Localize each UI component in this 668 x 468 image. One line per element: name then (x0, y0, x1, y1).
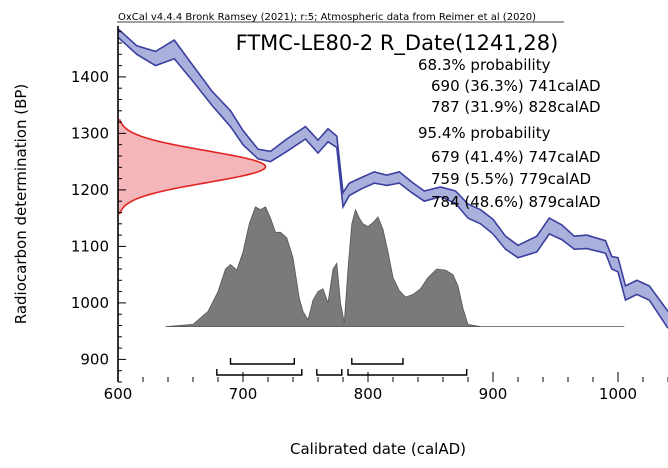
x-tick-label: 600 (104, 385, 133, 403)
p68-bracket-2 (351, 358, 404, 365)
chart-title: FTMC-LE80-2 R_Date(1241,28) (236, 31, 559, 56)
p95-bracket-2 (316, 369, 343, 376)
x-tick-label: 700 (229, 385, 258, 403)
calibration-curve-lower (117, 36, 668, 329)
y-tick-label: 900 (80, 350, 109, 368)
p95-range-1: 679 (41.4%) 747calAD (431, 148, 601, 166)
x-tick-label: 800 (354, 385, 383, 403)
rdate-area (118, 119, 266, 215)
p95-bracket-3 (347, 369, 468, 376)
y-tick-label: 1200 (71, 181, 109, 199)
chart-header: OxCal v4.4.4 Bronk Ramsey (2021); r:5; A… (118, 12, 536, 23)
p95-range-3: 784 (48.6%) 879calAD (431, 193, 601, 211)
p68-heading: 68.3% probability (418, 56, 551, 74)
p68-range-1: 690 (36.3%) 741calAD (431, 77, 601, 95)
x-tick-label: 1000 (599, 385, 637, 403)
calibration-curve-upper (117, 28, 668, 312)
p95-heading: 95.4% probability (418, 124, 551, 142)
posterior-area (165, 206, 625, 327)
x-axis-title: Calibrated date (calAD) (290, 440, 466, 458)
p68-bracket-1 (229, 358, 295, 365)
x-tick-label: 900 (479, 385, 508, 403)
p95-bracket-1 (216, 369, 303, 376)
y-tick-label: 1000 (71, 294, 109, 312)
plot-area (117, 28, 668, 376)
p68-range-2: 787 (31.9%) 828calAD (431, 98, 601, 116)
y-tick-label: 1300 (71, 124, 109, 142)
y-tick-label: 1400 (71, 68, 109, 86)
y-tick-label: 1100 (71, 237, 109, 255)
rdate-outline (118, 118, 267, 215)
p95-range-2: 759 (5.5%) 779calAD (431, 170, 591, 188)
y-axis-title: Radiocarbon determination (BP) (12, 84, 30, 325)
y-axis: 900 1000 1100 1200 1300 1400 (71, 31, 126, 383)
x-axis: 600 700 800 900 1000 (104, 372, 668, 403)
